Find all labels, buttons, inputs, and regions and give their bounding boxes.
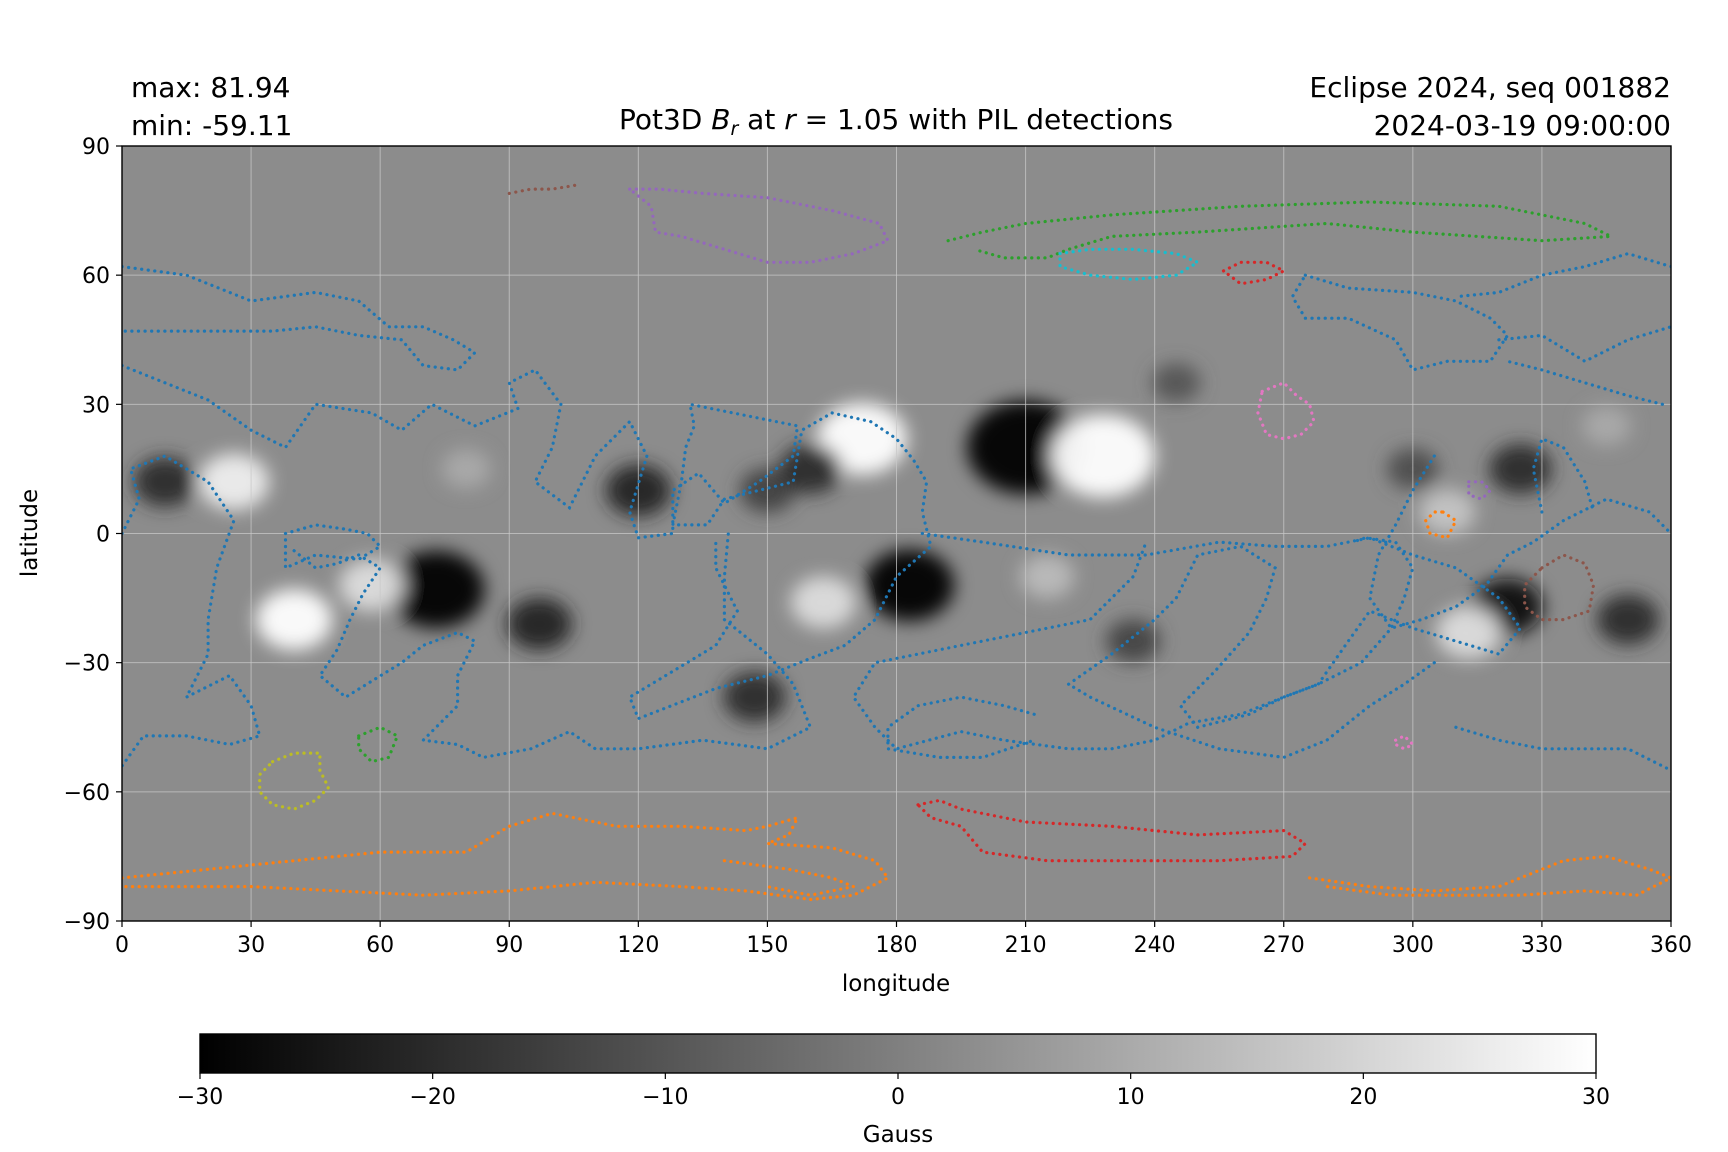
pil-contour: [1394, 733, 1416, 751]
pil-contour: [722, 859, 860, 897]
x-axis-label: longitude: [842, 971, 950, 997]
pil-contour: [1467, 480, 1493, 501]
pil-contour: [916, 798, 1308, 863]
run-label: Eclipse 2024, seq 001882: [1309, 71, 1671, 104]
field-blob: [779, 443, 842, 494]
pil-contour: [1290, 273, 1510, 372]
pil-contour: [946, 200, 1617, 260]
colorbar-tick-label: 0: [891, 1085, 905, 1110]
x-tick-label: 330: [1521, 933, 1563, 958]
field-blob: [338, 559, 405, 612]
field-blob: [1151, 363, 1201, 403]
pil-contour: [122, 265, 478, 372]
field-blob: [1051, 414, 1155, 498]
pil-contour: [1423, 510, 1458, 540]
max-label: max: 81.94: [131, 71, 291, 104]
field-blob: [255, 589, 333, 651]
y-tick-label: 90: [82, 135, 110, 160]
chart-title: Pot3D Br at r = 1.05 with PIL detections: [619, 103, 1173, 140]
x-tick-label: 360: [1650, 933, 1692, 958]
field-blob: [1596, 594, 1660, 645]
x-tick-label: 180: [876, 933, 918, 958]
y-axis-label: latitude: [17, 489, 43, 577]
field-blob: [723, 672, 786, 723]
field-blob: [387, 550, 485, 629]
field-blob: [1418, 489, 1476, 535]
field-blob: [506, 597, 572, 651]
pil-contour: [1523, 553, 1596, 622]
x-tick-label: 150: [746, 933, 788, 958]
pil-contour: [122, 811, 891, 902]
pil-contour: [851, 531, 1523, 751]
pil-contour: [1531, 436, 1596, 514]
pil-contour: [1058, 247, 1202, 282]
y-tick-label: 0: [96, 523, 110, 548]
field-blob: [133, 456, 197, 507]
y-axis: 90 60 30 0 −30 −60 −90: [64, 135, 122, 935]
x-tick-label: 120: [617, 933, 659, 958]
timestamp-label: 2024-03-19 09:00:00: [1374, 109, 1671, 142]
x-tick-label: 210: [1005, 933, 1047, 958]
pil-contour: [283, 523, 383, 571]
x-tick-label: 0: [115, 933, 129, 958]
colorbar-tick-label: −20: [409, 1085, 455, 1110]
colorbar-tick-label: −30: [177, 1085, 223, 1110]
pil-contour: [886, 695, 1036, 759]
colorbar: [199, 1033, 1597, 1074]
y-tick-label: −60: [64, 781, 110, 806]
min-label: min: -59.11: [131, 109, 292, 142]
y-tick-label: −30: [64, 652, 110, 677]
field-blob: [1489, 443, 1552, 494]
field-blob: [441, 449, 491, 489]
field-blob: [1106, 619, 1161, 663]
pil-contour: [357, 725, 400, 764]
x-tick-label: 270: [1263, 933, 1305, 958]
grid: [122, 146, 1671, 921]
pil-contour: [1308, 854, 1671, 897]
x-tick-label: 90: [495, 933, 523, 958]
colorbar-tick-label: 10: [1117, 1085, 1145, 1110]
pil-contour: [1497, 325, 1671, 364]
colorbar-tick-label: 30: [1582, 1085, 1610, 1110]
pil-contour: [1221, 260, 1288, 286]
y-tick-label: 60: [82, 264, 110, 289]
field-blob: [864, 549, 955, 622]
x-tick-label: 60: [366, 933, 394, 958]
colorbar-axis: −30 −20 −10 0 10 20 30: [177, 1073, 1610, 1110]
colorbar-tick-label: 20: [1349, 1085, 1377, 1110]
field-blob: [790, 576, 856, 629]
colorbar-label: Gauss: [863, 1122, 933, 1148]
x-tick-label: 30: [237, 933, 265, 958]
field-blob: [1582, 406, 1631, 446]
pil-contour: [258, 751, 331, 811]
pil-contour: [1067, 536, 1415, 730]
pil-detections: [122, 183, 1671, 902]
plot-area: [122, 146, 1671, 921]
x-axis: 0 30 60 90 120 150 180 210 240 270 300 330 360: [115, 921, 1692, 958]
field-blob: [1019, 554, 1075, 599]
pil-contour: [1256, 380, 1316, 441]
y-tick-label: −90: [64, 910, 110, 935]
field-blob: [817, 402, 908, 475]
y-tick-label: 30: [82, 393, 110, 418]
pil-contour: [1505, 359, 1664, 406]
field-blob: [1436, 606, 1502, 659]
x-tick-label: 240: [1134, 933, 1176, 958]
pil-contour: [122, 364, 933, 721]
colorbar-tick-label: −10: [642, 1085, 688, 1110]
pil-contour: [1067, 661, 1436, 760]
pil-contour: [507, 183, 580, 195]
pil-contour: [628, 187, 891, 264]
pil-contour: [1454, 251, 1671, 299]
x-tick-label: 300: [1392, 933, 1434, 958]
